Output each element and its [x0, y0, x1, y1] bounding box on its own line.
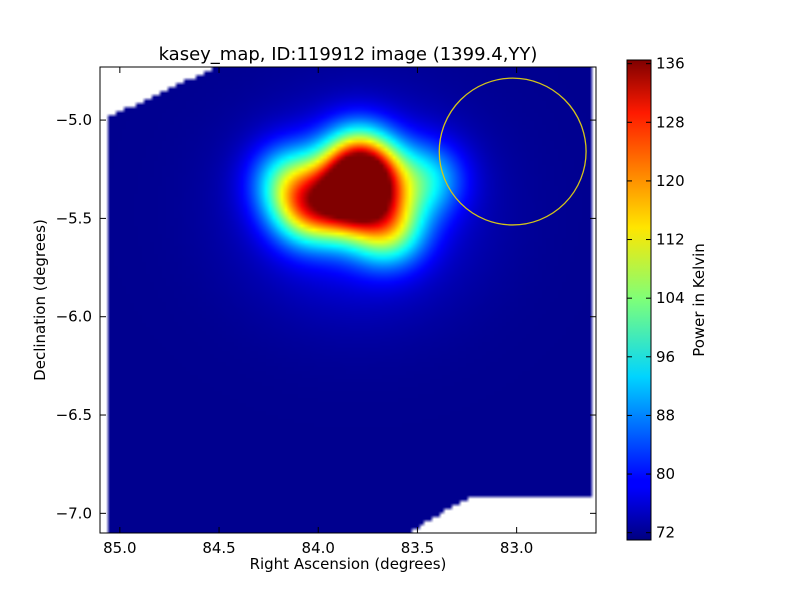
- heatmap-image: [100, 67, 596, 533]
- plot-frame: [99, 66, 597, 534]
- circle-annotation: [438, 77, 587, 226]
- x-tick-label: 83.5: [401, 539, 434, 557]
- x-tick-label: 84.5: [202, 539, 235, 557]
- y-tick-label: −5.0: [56, 111, 92, 129]
- colorbar-tick-label: 80: [656, 465, 675, 483]
- colorbar-tick-label: 136: [656, 55, 685, 73]
- y-axis-label: Declination (degrees): [31, 219, 49, 381]
- colorbar-tick-label: 112: [656, 231, 685, 249]
- colorbar-ticks: 72 80 88 96 104 112 120 128 136: [627, 55, 685, 542]
- colorbar-tick-label: 96: [656, 348, 675, 366]
- colorbar-label: Power in Kelvin: [690, 243, 708, 357]
- x-axis-label: Right Ascension (degrees): [250, 555, 447, 573]
- colorbar-tick-label: 120: [656, 172, 685, 190]
- x-tick-label: 85.0: [103, 539, 136, 557]
- y-tick-label: −5.5: [56, 209, 92, 227]
- colorbar-tick-label: 72: [656, 524, 675, 542]
- x-axis: 85.0 84.5 84.0 83.5 83.0: [103, 67, 533, 557]
- x-tick-label: 84.0: [302, 539, 335, 557]
- y-axis: −5.0 −5.5 −6.0 −6.5 −7.0: [56, 111, 596, 522]
- colorbar-tick-label: 88: [656, 406, 675, 424]
- colorbar-tick-label: 104: [656, 289, 685, 307]
- y-tick-label: −6.0: [56, 308, 92, 326]
- x-tick-label: 83.0: [500, 539, 533, 557]
- y-tick-label: −6.5: [56, 406, 92, 424]
- y-tick-label: −7.0: [56, 504, 92, 522]
- colorbar: [626, 59, 652, 541]
- colorbar-tick-label: 128: [656, 113, 685, 131]
- chart-title: kasey_map, ID:119912 image (1399.4,YY): [159, 44, 538, 65]
